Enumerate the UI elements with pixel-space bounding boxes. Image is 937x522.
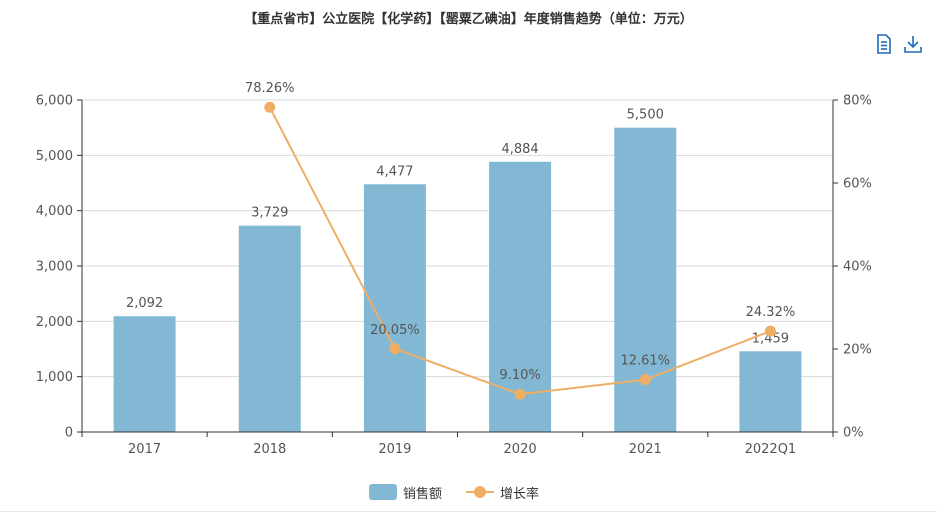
growth-point — [639, 374, 651, 386]
bar — [614, 127, 677, 433]
y-right-tick-label: 0% — [843, 426, 864, 441]
legend-line-swatch — [466, 486, 494, 498]
growth-data-label: 24.32% — [746, 305, 796, 320]
y-left-tick-label: 3,000 — [36, 260, 73, 275]
x-tick-label: 2020 — [504, 442, 537, 457]
x-tick-label: 2017 — [128, 442, 161, 457]
growth-point — [764, 325, 776, 337]
growth-data-label: 78.26% — [245, 81, 295, 96]
legend-label-growth: 增长率 — [500, 486, 540, 502]
y-left-tick-label: 0 — [65, 426, 73, 441]
bar-data-label: 4,884 — [501, 142, 538, 157]
y-right-tick-label: 20% — [843, 343, 872, 358]
bar — [238, 225, 301, 432]
legend: 销售额 增长率 — [0, 482, 937, 502]
legend-line-marker — [474, 486, 486, 498]
legend-bar-swatch — [369, 484, 397, 500]
legend-label-sales: 销售额 — [403, 486, 443, 502]
growth-data-label: 12.61% — [620, 354, 670, 369]
y-left-tick-label: 4,000 — [36, 204, 73, 219]
chart-title: 【重点省市】公立医院【化学药】【罂粟乙碘油】年度销售趋势（单位：万元） — [244, 12, 693, 27]
bar-data-label: 5,500 — [627, 108, 664, 123]
x-tick-label: 2018 — [253, 442, 286, 457]
legend-item-sales[interactable]: 销售额 — [369, 482, 442, 502]
bar-data-label: 4,477 — [376, 164, 413, 179]
growth-point — [514, 388, 526, 400]
legend-item-growth[interactable]: 增长率 — [466, 482, 539, 502]
bottom-divider — [0, 511, 937, 512]
download-icon[interactable] — [902, 33, 924, 55]
x-tick-label: 2022Q1 — [745, 442, 797, 457]
y-right-tick-label: 40% — [843, 260, 872, 275]
y-left-tick-label: 5,000 — [36, 149, 73, 164]
growth-data-label: 20.05% — [370, 323, 420, 338]
x-tick-label: 2019 — [378, 442, 411, 457]
growth-point — [389, 343, 401, 355]
x-tick-label: 2021 — [629, 442, 662, 457]
document-icon[interactable] — [873, 33, 895, 55]
y-left-tick-label: 6,000 — [36, 94, 73, 109]
y-right-tick-label: 80% — [843, 94, 872, 109]
y-left-tick-label: 2,000 — [36, 315, 73, 330]
y-right-tick-label: 60% — [843, 177, 872, 192]
y-left-tick-label: 1,000 — [36, 370, 73, 385]
bar-data-label: 2,092 — [126, 296, 163, 311]
bar — [739, 351, 802, 432]
chart-canvas: 0 1,000 2,000 3,000 4,000 5,000 6,000 0% 20% 40% 6… — [36, 81, 872, 457]
growth-point — [264, 101, 276, 113]
growth-data-label: 9.10% — [499, 368, 540, 383]
bar-data-label: 3,729 — [251, 206, 288, 221]
bar — [113, 316, 176, 432]
